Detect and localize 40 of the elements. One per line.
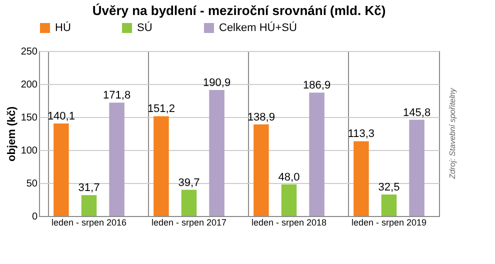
y-tick-label: 0 <box>32 212 38 222</box>
bar <box>409 120 424 216</box>
text: Zdroj: Stavební spořitelny <box>448 87 457 180</box>
x-tick-label: leden - srpen 2018 <box>251 218 327 228</box>
y-tick-label: 100 <box>20 146 38 156</box>
x-tick-label: leden - srpen 2017 <box>151 218 227 228</box>
bar <box>154 116 169 216</box>
y-tick-label: 50 <box>26 178 38 190</box>
chart-title: Úvěry na bydlení - meziroční srovnání (mld. Kč) <box>92 3 386 18</box>
text: 32,5 <box>378 182 400 194</box>
text: 140,1 <box>47 110 75 123</box>
x-tick-label: leden - srpen 2019 <box>351 218 427 228</box>
y-axis-title: objem (kč) <box>6 106 18 162</box>
x-tick-label: leden - srpen 2016 <box>51 218 127 228</box>
bar <box>109 102 124 216</box>
text: 138,9 <box>247 111 275 124</box>
text: 48,0 <box>278 171 300 184</box>
bar <box>354 141 369 216</box>
text: 113,3 <box>348 128 375 140</box>
y-tick-label: 200 <box>20 80 38 90</box>
text: 190,9 <box>203 77 231 90</box>
text: 171,8 <box>103 90 131 102</box>
legend-label: Celkem HÚ+SÚ <box>219 21 297 34</box>
bar <box>254 124 269 216</box>
legend-label: SÚ <box>137 21 152 34</box>
bar <box>54 124 69 216</box>
bar <box>181 190 197 216</box>
bar <box>81 195 97 216</box>
text: 31,7 <box>78 182 100 194</box>
text: 186,9 <box>303 80 331 92</box>
text: 39,7 <box>178 176 200 189</box>
y-tick-label: 250 <box>20 46 38 58</box>
legend-label: HÚ <box>55 21 71 34</box>
bar <box>309 92 324 216</box>
bar <box>281 184 297 216</box>
text: 145,8 <box>403 106 431 119</box>
y-tick-label: 150 <box>20 112 38 124</box>
bar <box>381 194 397 216</box>
bar <box>209 90 224 216</box>
text: 151,2 <box>147 103 175 116</box>
